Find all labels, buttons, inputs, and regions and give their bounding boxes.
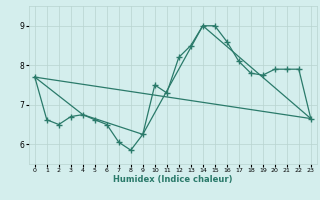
X-axis label: Humidex (Indice chaleur): Humidex (Indice chaleur): [113, 175, 233, 184]
